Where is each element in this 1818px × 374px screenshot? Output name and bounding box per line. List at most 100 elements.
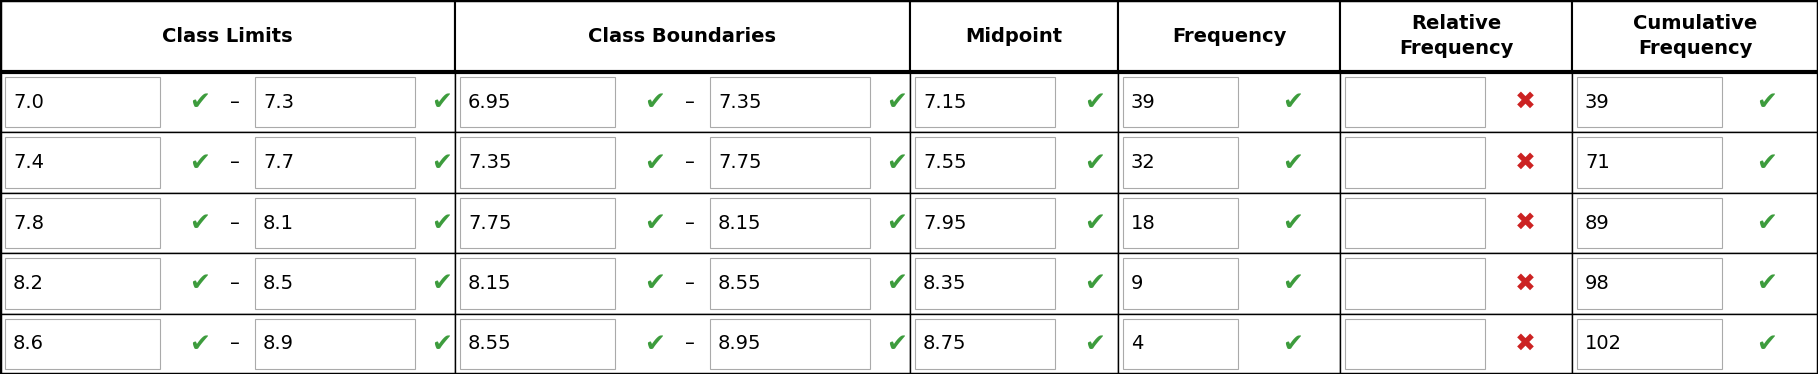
Text: 7.35: 7.35 xyxy=(718,93,762,112)
Text: –: – xyxy=(685,93,694,112)
Text: ✔: ✔ xyxy=(431,332,453,356)
Text: ✖: ✖ xyxy=(1514,151,1536,175)
Text: ✔: ✔ xyxy=(189,211,211,235)
Bar xyxy=(1124,198,1238,248)
Text: –: – xyxy=(231,334,240,353)
Text: ✔: ✔ xyxy=(1282,272,1304,295)
Bar xyxy=(1340,0,1573,72)
Text: ✔: ✔ xyxy=(887,151,907,175)
Bar xyxy=(0,193,454,253)
Text: 8.1: 8.1 xyxy=(264,214,295,233)
Text: ✔: ✔ xyxy=(1756,90,1778,114)
Bar xyxy=(1345,198,1485,248)
Text: ✔: ✔ xyxy=(887,272,907,295)
Text: ✔: ✔ xyxy=(1756,151,1778,175)
Text: 8.35: 8.35 xyxy=(924,274,967,293)
Bar xyxy=(1576,77,1722,128)
Text: ✔: ✔ xyxy=(645,90,665,114)
Text: ✔: ✔ xyxy=(645,211,665,235)
Text: 8.9: 8.9 xyxy=(264,334,295,353)
Text: Class Boundaries: Class Boundaries xyxy=(589,27,776,46)
Bar xyxy=(711,319,871,369)
Text: 7.55: 7.55 xyxy=(924,153,967,172)
Bar xyxy=(5,198,160,248)
Bar xyxy=(454,314,911,374)
Bar xyxy=(454,132,911,193)
Text: ✔: ✔ xyxy=(431,90,453,114)
Text: ✖: ✖ xyxy=(1514,211,1536,235)
Text: ✔: ✔ xyxy=(1085,151,1105,175)
Text: ✔: ✔ xyxy=(1085,332,1105,356)
Text: 7.35: 7.35 xyxy=(467,153,511,172)
Bar xyxy=(1345,258,1485,309)
Bar xyxy=(454,193,911,253)
Bar xyxy=(460,258,614,309)
Text: Relative
Frequency: Relative Frequency xyxy=(1398,14,1513,58)
Bar xyxy=(255,137,415,188)
Text: Cumulative
Frequency: Cumulative Frequency xyxy=(1633,14,1758,58)
Bar xyxy=(1573,314,1818,374)
Bar xyxy=(255,319,415,369)
Text: 7.3: 7.3 xyxy=(264,93,295,112)
Text: 71: 71 xyxy=(1585,153,1609,172)
Text: ✔: ✔ xyxy=(887,332,907,356)
Text: ✔: ✔ xyxy=(189,272,211,295)
Bar xyxy=(1573,0,1818,72)
Text: 39: 39 xyxy=(1131,93,1156,112)
Bar xyxy=(1576,198,1722,248)
Bar xyxy=(5,258,160,309)
Bar xyxy=(1124,137,1238,188)
Text: 6.95: 6.95 xyxy=(467,93,511,112)
Bar xyxy=(1576,137,1722,188)
Bar xyxy=(255,198,415,248)
Bar xyxy=(1573,193,1818,253)
Text: ✔: ✔ xyxy=(1085,272,1105,295)
Bar xyxy=(5,137,160,188)
Text: ✔: ✔ xyxy=(1756,272,1778,295)
Bar xyxy=(460,137,614,188)
Text: ✔: ✔ xyxy=(189,90,211,114)
Text: 7.95: 7.95 xyxy=(924,214,967,233)
Bar xyxy=(454,253,911,314)
Bar xyxy=(711,198,871,248)
Text: 8.75: 8.75 xyxy=(924,334,967,353)
Bar xyxy=(5,77,160,128)
Bar xyxy=(1118,132,1340,193)
Bar xyxy=(454,72,911,132)
Text: –: – xyxy=(231,93,240,112)
Text: –: – xyxy=(685,274,694,293)
Text: 7.7: 7.7 xyxy=(264,153,295,172)
Bar xyxy=(1340,132,1573,193)
Bar xyxy=(460,77,614,128)
Bar xyxy=(914,319,1054,369)
Text: Midpoint: Midpoint xyxy=(965,27,1062,46)
Text: 7.0: 7.0 xyxy=(13,93,44,112)
Text: 8.15: 8.15 xyxy=(467,274,511,293)
Text: ✔: ✔ xyxy=(1756,332,1778,356)
Bar xyxy=(1124,319,1238,369)
Text: ✔: ✔ xyxy=(1282,90,1304,114)
Text: ✔: ✔ xyxy=(1282,151,1304,175)
Text: 4: 4 xyxy=(1131,334,1144,353)
Text: ✔: ✔ xyxy=(645,272,665,295)
Text: ✔: ✔ xyxy=(1085,211,1105,235)
Text: 8.55: 8.55 xyxy=(467,334,511,353)
Bar xyxy=(711,77,871,128)
Bar xyxy=(1118,253,1340,314)
Text: –: – xyxy=(231,153,240,172)
Text: ✔: ✔ xyxy=(1085,90,1105,114)
Text: ✔: ✔ xyxy=(1282,332,1304,356)
Text: Class Limits: Class Limits xyxy=(162,27,293,46)
Text: 32: 32 xyxy=(1131,153,1156,172)
Bar xyxy=(914,137,1054,188)
Bar xyxy=(711,258,871,309)
Text: 8.55: 8.55 xyxy=(718,274,762,293)
Text: –: – xyxy=(685,334,694,353)
Bar xyxy=(911,314,1118,374)
Bar xyxy=(1118,314,1340,374)
Text: ✔: ✔ xyxy=(887,211,907,235)
Text: ✔: ✔ xyxy=(431,151,453,175)
Text: ✔: ✔ xyxy=(431,211,453,235)
Bar xyxy=(1573,253,1818,314)
Text: 7.75: 7.75 xyxy=(718,153,762,172)
